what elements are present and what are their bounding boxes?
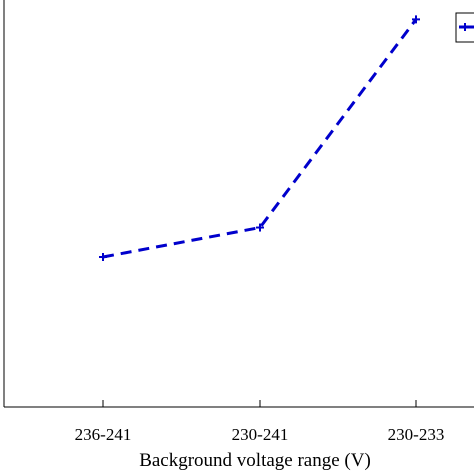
data-point-marker [99, 252, 107, 261]
legend [455, 12, 474, 43]
series-group [99, 15, 420, 261]
data-point-marker [256, 223, 264, 232]
x-tick-label: 236-241 [75, 425, 132, 444]
x-ticks: 236-241 230-241 230-233 [75, 400, 445, 444]
series-line [102, 18, 418, 259]
legend-line-sample [459, 23, 474, 31]
x-axis-title: Background voltage range (V) [139, 450, 371, 471]
x-tick-label: 230-233 [388, 425, 445, 444]
data-point-marker [412, 15, 420, 24]
x-tick-label: 230-241 [232, 425, 289, 444]
